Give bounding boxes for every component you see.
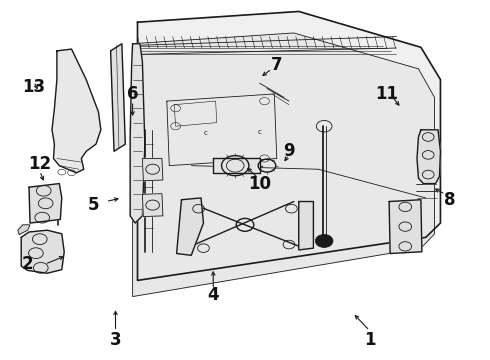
Text: 3: 3 (110, 330, 122, 348)
Polygon shape (389, 200, 422, 253)
Polygon shape (52, 49, 101, 173)
Polygon shape (176, 198, 203, 255)
Polygon shape (133, 33, 435, 297)
Text: 1: 1 (364, 330, 375, 348)
Polygon shape (21, 230, 64, 273)
Polygon shape (417, 130, 441, 184)
Polygon shape (299, 202, 314, 250)
Text: 8: 8 (444, 191, 456, 209)
Polygon shape (29, 184, 62, 223)
Text: 4: 4 (207, 286, 219, 304)
Polygon shape (213, 158, 260, 173)
Polygon shape (143, 194, 163, 217)
Text: 9: 9 (283, 142, 295, 160)
Text: 7: 7 (271, 56, 283, 74)
Text: c: c (204, 130, 208, 136)
Text: 12: 12 (28, 155, 51, 173)
Text: 11: 11 (375, 85, 398, 103)
Polygon shape (111, 44, 125, 151)
Polygon shape (130, 44, 145, 223)
Text: c: c (258, 129, 262, 135)
Polygon shape (18, 225, 30, 234)
Text: 10: 10 (248, 175, 271, 193)
Polygon shape (143, 158, 163, 181)
Polygon shape (138, 12, 441, 280)
Text: 2: 2 (22, 255, 33, 273)
Text: 5: 5 (88, 196, 99, 214)
Circle shape (316, 234, 333, 247)
Text: 6: 6 (127, 85, 138, 103)
Text: 13: 13 (23, 78, 46, 96)
